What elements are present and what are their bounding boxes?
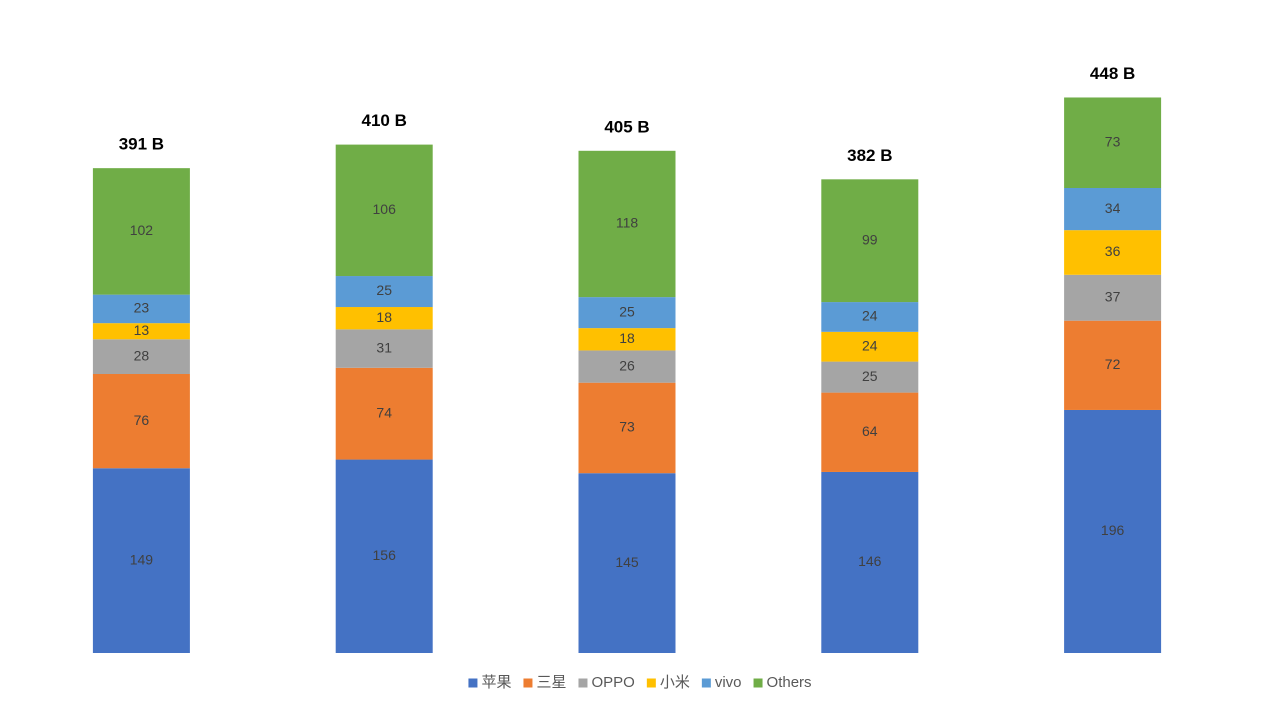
total-label: 382 B xyxy=(847,146,892,165)
data-label: 149 xyxy=(130,551,154,567)
bar-segment xyxy=(92,468,190,653)
data-label: 13 xyxy=(134,322,150,338)
bar-segment xyxy=(335,307,433,330)
bar-segment xyxy=(335,367,433,460)
bar-segment xyxy=(92,323,190,340)
data-label: 24 xyxy=(862,337,878,353)
data-label: 99 xyxy=(862,231,878,247)
legend-label: 三星 xyxy=(536,674,566,691)
data-label: 25 xyxy=(376,282,392,298)
data-label: 106 xyxy=(373,201,397,217)
legend-swatch xyxy=(646,678,656,688)
bar-segment xyxy=(335,329,433,368)
bar-segment xyxy=(92,168,190,295)
data-label: 73 xyxy=(1105,133,1121,149)
data-label: 26 xyxy=(619,357,635,373)
bar-segment xyxy=(335,459,433,653)
legend-label: vivo xyxy=(715,674,742,691)
data-label: 64 xyxy=(862,423,878,439)
bar-segment xyxy=(1064,230,1162,275)
data-label: 37 xyxy=(1105,288,1121,304)
data-label: 146 xyxy=(858,553,882,569)
data-label: 72 xyxy=(1105,356,1121,372)
bar-segment xyxy=(821,302,919,332)
bar-segment xyxy=(821,361,919,393)
data-label: 76 xyxy=(134,412,150,428)
bar-segment xyxy=(578,297,676,329)
bar-segment xyxy=(821,331,919,362)
data-label: 24 xyxy=(862,308,878,324)
bar-segment xyxy=(1064,320,1162,410)
data-label: 31 xyxy=(376,339,392,355)
bar-segment xyxy=(578,350,676,383)
data-label: 36 xyxy=(1105,243,1121,259)
bar-segment xyxy=(578,473,676,653)
bar-segment xyxy=(92,374,190,469)
bar-segment xyxy=(578,382,676,474)
bar-segment xyxy=(1064,188,1162,231)
bar-segment xyxy=(821,179,919,303)
data-label: 18 xyxy=(376,309,392,325)
total-label: 391 B xyxy=(119,135,164,154)
data-label: 118 xyxy=(616,215,639,231)
legend-label: 小米 xyxy=(660,674,690,691)
legend-swatch xyxy=(753,678,763,688)
legend-swatch xyxy=(578,678,588,688)
bar-segment xyxy=(1064,274,1162,321)
legend-label: 苹果 xyxy=(481,674,511,691)
legend-swatch xyxy=(468,678,478,688)
data-label: 102 xyxy=(130,222,154,238)
data-label: 28 xyxy=(134,347,150,363)
data-label: 196 xyxy=(1101,522,1125,538)
bar-segment xyxy=(578,328,676,351)
legend-label: OPPO xyxy=(591,674,634,691)
bar-segment xyxy=(92,294,190,324)
data-label: 74 xyxy=(376,404,392,420)
legend-label: Others xyxy=(767,674,812,691)
data-label: 18 xyxy=(619,330,635,346)
bar-segment xyxy=(578,150,676,298)
bar-segment xyxy=(335,276,433,308)
bar-segment xyxy=(92,339,190,374)
bar-segment xyxy=(1064,97,1162,188)
data-label: 34 xyxy=(1105,200,1121,216)
data-label: 25 xyxy=(619,303,635,319)
data-label: 73 xyxy=(619,419,635,435)
bar-segment xyxy=(821,471,919,653)
bar-segment xyxy=(335,144,433,277)
data-label: 23 xyxy=(134,300,150,316)
total-label: 448 B xyxy=(1090,64,1135,83)
bar-segment xyxy=(1064,409,1162,653)
bar-segment xyxy=(821,392,919,472)
legend-swatch xyxy=(523,678,533,688)
data-label: 25 xyxy=(862,368,878,384)
data-label: 156 xyxy=(373,547,397,563)
legend-swatch xyxy=(701,678,711,688)
data-label: 145 xyxy=(615,554,639,570)
total-label: 405 B xyxy=(604,117,649,136)
total-label: 410 B xyxy=(362,111,407,130)
